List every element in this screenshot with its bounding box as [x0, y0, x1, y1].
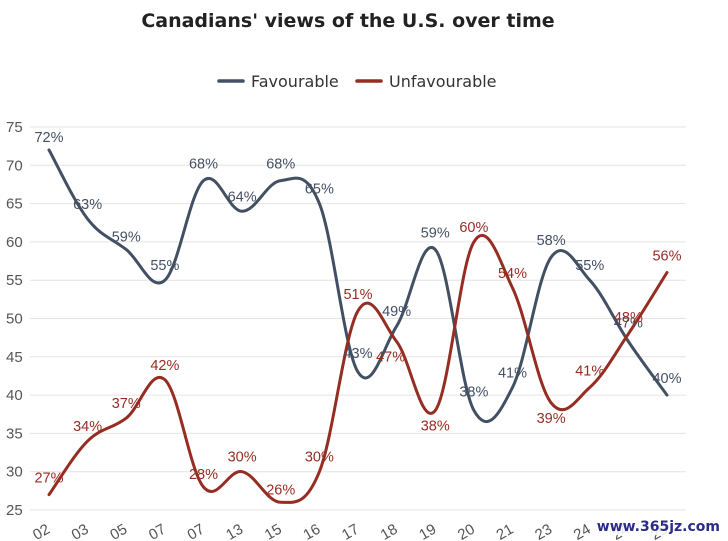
data-label: 55% [150, 258, 179, 274]
y-axis-ticks: 25 30 35 40 45 50 55 60 65 70 75 [6, 119, 23, 519]
y-tick-label: 35 [6, 425, 23, 442]
grid-lines [30, 126, 686, 511]
data-label: 43% [343, 346, 372, 362]
x-tick-label: 18 [378, 521, 401, 541]
y-tick-label: 30 [6, 464, 23, 481]
data-label: 39% [537, 411, 566, 427]
data-label: 55% [575, 258, 604, 274]
data-label: 56% [652, 249, 681, 265]
x-tick-label: 24 [571, 521, 594, 541]
series-line-favourable [47, 148, 669, 424]
x-tick-label: 20 [455, 521, 478, 541]
x-tick-label: 07 [146, 521, 169, 541]
data-label: 42% [150, 358, 179, 374]
y-tick-label: 50 [6, 311, 23, 328]
y-tick-label: 70 [6, 157, 23, 174]
x-tick-label: 17 [339, 521, 362, 541]
data-label: 49% [382, 304, 411, 320]
y-tick-label: 55 [6, 272, 23, 289]
x-tick-label: 19 [416, 521, 439, 541]
data-label: 68% [266, 157, 295, 173]
data-label: 51% [343, 287, 372, 303]
chart-title: Canadians' views of the U.S. over time [141, 10, 555, 32]
data-label: 64% [228, 189, 257, 205]
data-label: 37% [112, 396, 141, 412]
y-tick-label: 75 [6, 119, 23, 136]
data-label: 28% [189, 467, 218, 483]
x-tick-label: 07 [185, 521, 208, 541]
y-tick-label: 60 [6, 234, 23, 251]
data-label: 41% [498, 365, 527, 381]
data-label: 48% [614, 310, 643, 326]
data-label: 63% [73, 197, 102, 213]
data-label: 38% [459, 384, 488, 400]
data-label: 30% [305, 450, 334, 466]
data-label: 40% [652, 371, 681, 387]
data-label: 41% [575, 363, 604, 379]
y-tick-label: 65 [6, 196, 23, 213]
data-label: 34% [73, 419, 102, 435]
watermark: www.365jz.com [594, 519, 722, 535]
x-tick-label: 15 [262, 521, 285, 541]
data-label: 60% [459, 220, 488, 236]
x-tick-label: 16 [300, 521, 323, 541]
x-tick-label: 21 [494, 521, 517, 541]
data-label: 59% [112, 230, 141, 246]
data-label: 59% [421, 226, 450, 242]
y-tick-label: 25 [6, 502, 23, 519]
data-labels: 72% 63% 59% 55% 68% 64% 68% 65% 43% 49% 59% 38% 41% 5… [34, 130, 681, 498]
x-tick-label: 23 [532, 521, 555, 541]
x-axis-ticks: 0203050707131516171819202123242425 [30, 521, 671, 541]
x-tick-label: 02 [30, 521, 53, 541]
data-label: 58% [537, 233, 566, 249]
data-label: 65% [305, 182, 334, 198]
data-label: 72% [34, 130, 63, 146]
series-line-unfavourable [47, 233, 669, 504]
data-label: 27% [34, 471, 63, 487]
data-label: 68% [189, 157, 218, 173]
x-tick-label: 05 [107, 521, 130, 541]
data-label: 38% [421, 418, 450, 434]
data-label: 26% [266, 482, 295, 498]
series-lines [47, 148, 669, 504]
legend: Favourable Unfavourable [217, 72, 497, 91]
x-tick-label: 13 [223, 521, 246, 541]
legend-label: Unfavourable [389, 72, 497, 91]
data-label: 54% [498, 266, 527, 282]
legend-label: Favourable [251, 72, 339, 91]
data-label: 30% [228, 450, 257, 466]
x-tick-label: 03 [69, 521, 92, 541]
data-label: 47% [376, 349, 405, 365]
y-tick-label: 40 [6, 387, 23, 404]
y-tick-label: 45 [6, 349, 23, 366]
data-label: 47% [614, 315, 643, 331]
